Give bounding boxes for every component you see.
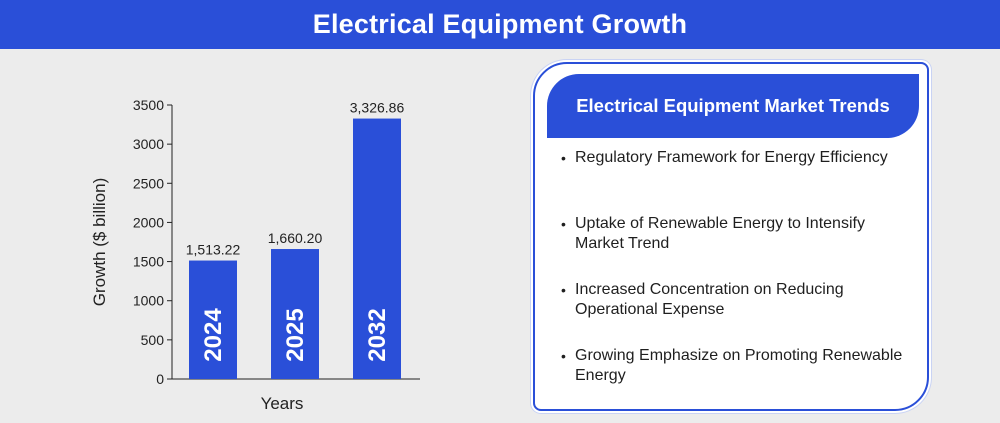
bar-category-label: 2025 [282, 308, 309, 361]
bar [189, 260, 237, 379]
market-trends-header: Electrical Equipment Market Trends [547, 74, 919, 138]
y-tick-label: 1500 [133, 254, 164, 270]
trend-text: Regulatory Framework for Energy Efficien… [575, 149, 888, 166]
growth-bar-chart: 0 500 1000 1500 2000 2500 3000 3500 1,513.22 202… [90, 97, 420, 413]
y-tick-label: 3500 [133, 97, 164, 113]
page-header: Electrical Equipment Growth [0, 0, 1000, 49]
y-axis-title: Growth ($ billion) [90, 178, 109, 307]
bar-value-label: 3,326.86 [350, 100, 405, 116]
bullet-icon: • [561, 282, 566, 298]
y-tick-label: 0 [156, 371, 164, 387]
y-tick-label: 2000 [133, 214, 164, 230]
market-trends-card: Electrical Equipment Market Trends • Reg… [533, 62, 929, 411]
trend-item: • Increased Concentration on Reducing Op… [561, 280, 911, 346]
bar-value-label: 1,513.22 [186, 242, 241, 258]
trend-text: Uptake of Renewable Energy to Intensify … [575, 215, 865, 252]
bar-category-label: 2032 [364, 308, 391, 361]
bullet-icon: • [561, 348, 566, 364]
bar [353, 118, 401, 380]
trend-item: • Regulatory Framework for Energy Effici… [561, 148, 911, 214]
y-tick-label: 500 [141, 332, 165, 348]
market-trends-title: Electrical Equipment Market Trends [576, 95, 890, 116]
trend-text: Increased Concentration on Reducing Oper… [575, 281, 844, 318]
bar-value-label: 1,660.20 [268, 230, 323, 246]
market-trends-list: • Regulatory Framework for Energy Effici… [561, 148, 911, 412]
trend-item: • Growing Emphasize on Promoting Renewab… [561, 346, 911, 412]
y-tick-label: 3000 [133, 136, 164, 152]
bar-category-label: 2024 [200, 308, 227, 362]
bullet-icon: • [561, 216, 566, 232]
y-tick-label: 2500 [133, 175, 164, 191]
bar [271, 249, 319, 379]
page-title: Electrical Equipment Growth [312, 9, 688, 39]
x-axis-title: Years [261, 394, 304, 413]
trend-text: Growing Emphasize on Promoting Renewable… [575, 347, 903, 384]
bullet-icon: • [561, 150, 566, 166]
y-tick-label: 1000 [133, 293, 164, 309]
trend-item: • Uptake of Renewable Energy to Intensif… [561, 214, 911, 280]
